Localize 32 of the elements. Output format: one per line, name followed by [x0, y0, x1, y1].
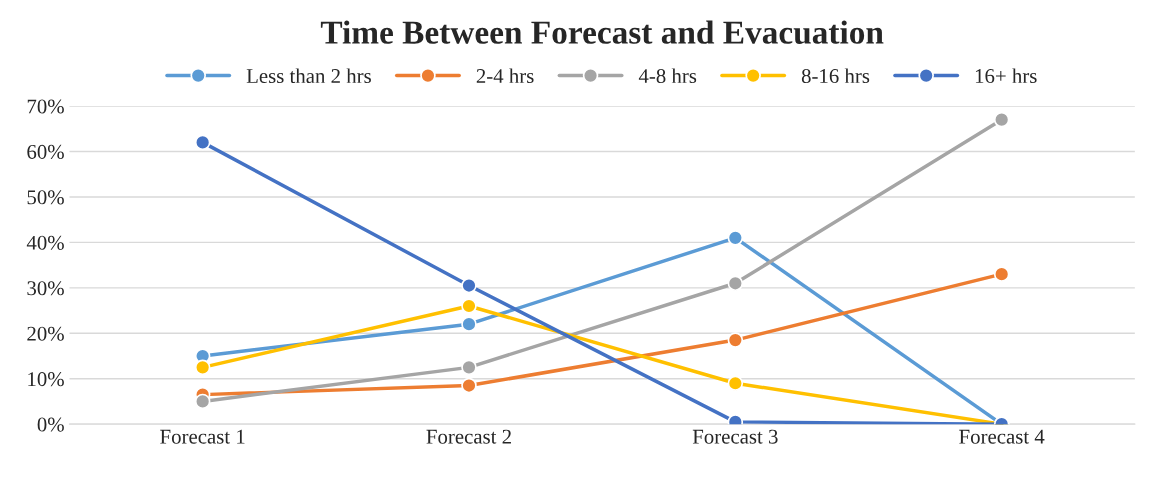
- legend-label: 4-8 hrs: [638, 68, 697, 84]
- point: [461, 377, 477, 394]
- point: [993, 111, 1010, 128]
- point: [194, 359, 211, 376]
- y-tick-label: 10%: [28, 372, 64, 387]
- y-tick-label: 50%: [27, 190, 64, 205]
- point: [461, 277, 477, 294]
- point: [727, 275, 744, 292]
- point: [993, 266, 1010, 282]
- point: [727, 230, 744, 246]
- x-tick-label: Forecast 1: [160, 429, 245, 444]
- x-tick-label: Forecast 3: [692, 429, 778, 444]
- x-tick-label: Forecast 2: [426, 429, 511, 444]
- legend-label: 2-4 hrs: [476, 68, 534, 84]
- y-tick-label: 40%: [26, 235, 64, 250]
- point: [461, 359, 477, 376]
- point: [461, 298, 477, 314]
- point: [461, 316, 477, 332]
- y-tick-label: 30%: [27, 281, 64, 296]
- y-tick-label: 70%: [27, 99, 64, 114]
- x-tick-label: Forecast 4: [959, 429, 1045, 444]
- point: [194, 393, 211, 410]
- legend-label: 16+ hrs: [975, 68, 1037, 84]
- y-tick-label: 0%: [37, 417, 64, 432]
- chart-title: Time Between Forecast and Evacuation: [320, 20, 884, 44]
- y-tick-label: 20%: [27, 326, 64, 341]
- y-tick-label: 60%: [27, 144, 64, 159]
- point: [727, 375, 744, 392]
- legend-label: Less than 2 hrs: [246, 68, 371, 84]
- point: [727, 332, 744, 348]
- point: [194, 134, 211, 151]
- legend-label: 8-16 hrs: [801, 68, 870, 84]
